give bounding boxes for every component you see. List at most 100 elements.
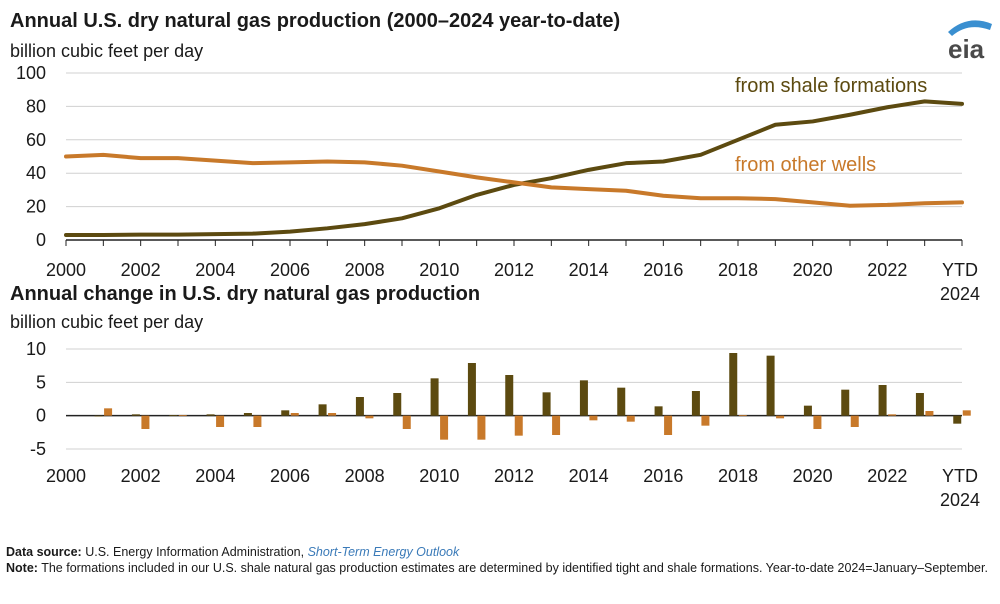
other-wells-change-bar <box>178 415 187 416</box>
other-wells-change-bar <box>552 415 561 435</box>
top-x-tick-label: 2008 <box>345 260 385 280</box>
other-wells-change-bar <box>514 415 523 436</box>
shale-change-bar <box>393 393 402 416</box>
bottom-x-tick-label: 2010 <box>419 466 459 486</box>
other-wells-change-bar <box>589 415 598 421</box>
other-wells-change-bar <box>290 413 299 416</box>
other-wells-series-line <box>64 152 964 208</box>
top-x-tick-label: 2000 <box>46 260 86 280</box>
data-source-line: Data source: U.S. Energy Information Adm… <box>6 544 994 560</box>
top-x-tick-label: 2002 <box>121 260 161 280</box>
other-wells-change-bar <box>440 415 449 440</box>
footer: Data source: U.S. Energy Information Adm… <box>6 544 994 576</box>
note-text: The formations included in our U.S. shal… <box>41 561 988 575</box>
bottom-x-tick-label: 2014 <box>569 466 609 486</box>
shale-change-bar <box>841 389 850 416</box>
other-wells-change-bar <box>962 410 971 416</box>
top-chart-unit: billion cubic feet per day <box>10 41 203 61</box>
shale-change-bar <box>94 415 103 417</box>
other-wells-change-bar <box>365 415 374 419</box>
bottom-chart-unit: billion cubic feet per day <box>10 312 203 332</box>
source-label: Data source: <box>6 545 82 559</box>
top-x-tick-label: YTD <box>942 260 978 280</box>
other-wells-change-bar <box>664 415 673 435</box>
other-wells-change-bar <box>477 415 486 440</box>
top-chart-title: Annual U.S. dry natural gas production (… <box>10 10 620 32</box>
bottom-y-tick-label: -5 <box>30 439 46 459</box>
other-wells-change-bar <box>925 411 934 416</box>
bottom-x-tick-label: 2024 <box>940 490 980 510</box>
shale-change-bar <box>915 393 924 416</box>
shale-change-bar <box>691 391 700 416</box>
shale-change-bar <box>803 405 812 416</box>
shale-change-bar <box>542 392 551 416</box>
shale-change-bar <box>654 406 663 416</box>
bottom-x-tick-label: 2008 <box>345 466 385 486</box>
top-x-tick-label: 2006 <box>270 260 310 280</box>
other-wells-change-bar <box>626 415 635 422</box>
other-wells-change-bar <box>813 415 822 429</box>
bottom-x-tick-label: 2018 <box>718 466 758 486</box>
note-line: Note: The formations included in our U.S… <box>6 560 994 576</box>
top-x-tick-label: 2022 <box>867 260 907 280</box>
other-wells-series-label: from other wells <box>735 154 876 176</box>
other-wells-change-bar <box>888 414 897 416</box>
bottom-x-tick-label: 2000 <box>46 466 86 486</box>
top-x-tick-label: 2016 <box>643 260 683 280</box>
shale-change-bar <box>243 413 252 416</box>
shale-change-bar <box>430 378 439 416</box>
top-y-tick-label: 100 <box>16 63 46 83</box>
shale-change-bar <box>617 387 626 416</box>
top-x-tick-label: 2004 <box>195 260 235 280</box>
other-wells-change-bar <box>402 415 411 429</box>
chart-canvas: Annual U.S. dry natural gas production (… <box>10 10 992 510</box>
other-wells-change-bar <box>776 415 785 419</box>
shale-change-bar <box>766 355 775 416</box>
top-x-tick-label: 2010 <box>419 260 459 280</box>
source-text: U.S. Energy Information Administration, <box>85 545 305 559</box>
shale-change-bar <box>281 410 290 416</box>
bottom-x-tick-label: 2004 <box>195 466 235 486</box>
bottom-plot-area: -5 0 5 10 2000 2002 2004 2006 2008 2010 2012 2014 20… <box>26 339 980 510</box>
shale-change-bar <box>505 375 514 416</box>
source-link[interactable]: Short-Term Energy Outlook <box>307 545 460 559</box>
shale-change-bar <box>355 397 364 416</box>
top-y-tick-label: 0 <box>36 230 46 250</box>
shale-change-bar <box>729 353 738 416</box>
other-wells-change-bar <box>253 415 262 427</box>
bottom-y-tick-label: 0 <box>36 406 46 426</box>
top-y-tick-label: 40 <box>26 163 46 183</box>
shale-change-bar <box>318 404 327 416</box>
top-x-tick-label: 2020 <box>793 260 833 280</box>
bottom-y-tick-label: 10 <box>26 339 46 359</box>
top-x-tick-label: 2014 <box>569 260 609 280</box>
other-wells-change-bar <box>850 415 859 427</box>
other-wells-change-bar <box>701 415 710 426</box>
bottom-y-tick-label: 5 <box>36 372 46 392</box>
eia-logo-text: eia <box>948 34 985 64</box>
bottom-x-tick-label: 2016 <box>643 466 683 486</box>
eia-logo-icon: eia <box>948 20 992 64</box>
shale-change-bar <box>206 414 215 416</box>
top-x-tick-label: 2018 <box>718 260 758 280</box>
shale-series-line <box>64 99 964 237</box>
bottom-x-tick-label: 2012 <box>494 466 534 486</box>
top-plot-area: 0 20 40 60 80 100 2000 2002 2004 2006 2008 2010 2012… <box>16 63 980 304</box>
top-x-tick-label: 2012 <box>494 260 534 280</box>
other-wells-change-bar <box>104 408 113 416</box>
shale-series-label: from shale formations <box>735 75 927 97</box>
shale-change-bar <box>878 385 887 416</box>
other-wells-change-bar <box>141 415 150 429</box>
top-y-tick-label: 80 <box>26 96 46 116</box>
bottom-chart-title: Annual change in U.S. dry natural gas pr… <box>10 283 480 305</box>
top-x-tick-label: 2024 <box>940 284 980 304</box>
top-y-tick-label: 20 <box>26 197 46 217</box>
bottom-x-tick-label: 2020 <box>793 466 833 486</box>
top-y-tick-label: 60 <box>26 130 46 150</box>
bottom-x-tick-label: 2006 <box>270 466 310 486</box>
shale-change-bar <box>169 415 178 416</box>
shale-change-bar <box>467 363 476 416</box>
shale-change-bar <box>953 415 962 424</box>
other-wells-change-bar <box>328 413 337 416</box>
bottom-x-tick-label: 2002 <box>121 466 161 486</box>
